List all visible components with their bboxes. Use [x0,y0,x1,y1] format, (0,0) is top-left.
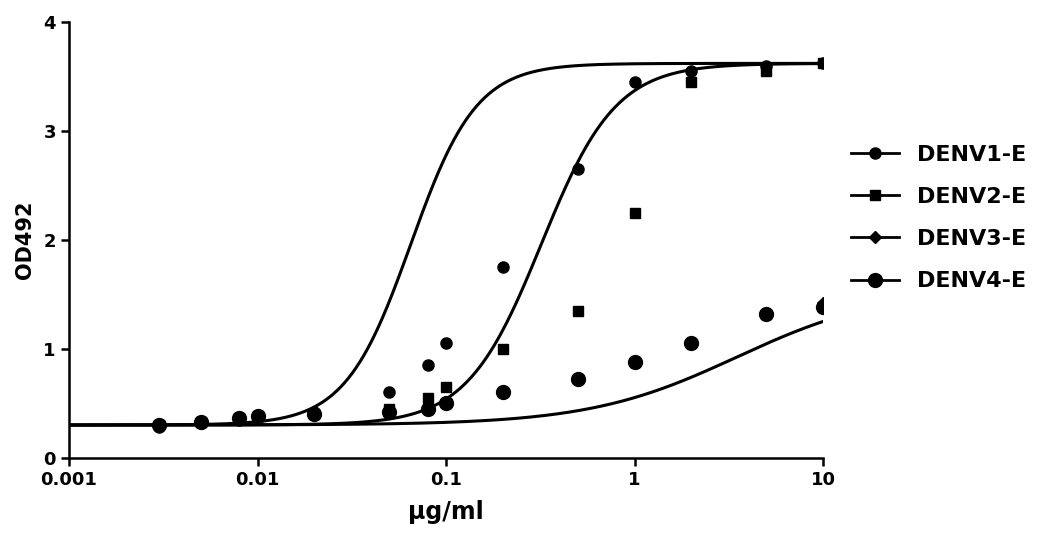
Y-axis label: OD492: OD492 [15,201,35,279]
X-axis label: μg/ml: μg/ml [408,500,483,524]
Legend: DENV1-E, DENV2-E, DENV3-E, DENV4-E: DENV1-E, DENV2-E, DENV3-E, DENV4-E [842,136,1035,300]
